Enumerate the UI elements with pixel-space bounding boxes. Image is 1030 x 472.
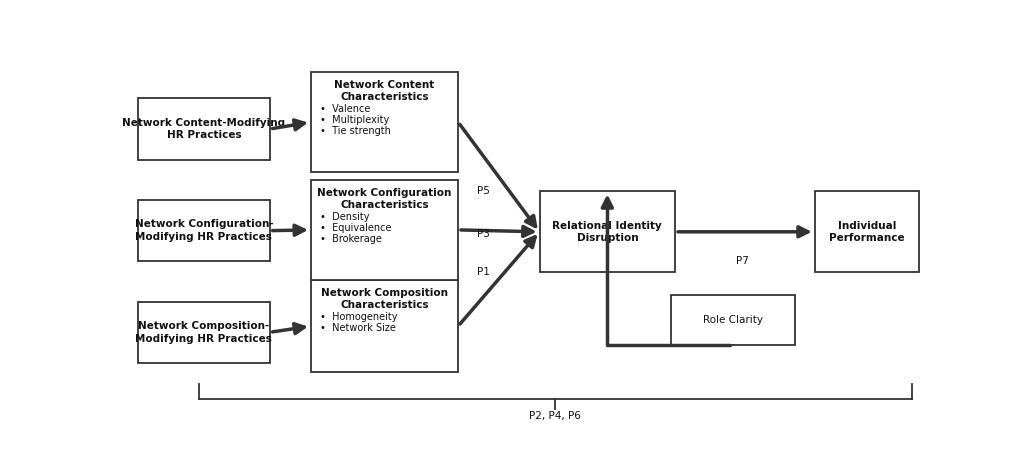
Text: •  Density: • Density [320,212,370,222]
Text: Relational Identity
Disruption: Relational Identity Disruption [552,220,662,243]
Bar [311,180,458,280]
Bar [138,302,270,363]
Bar [672,295,795,346]
Text: Network Content-Modifying
HR Practices: Network Content-Modifying HR Practices [123,118,285,140]
Text: Network Composition-
Modifying HR Practices: Network Composition- Modifying HR Practi… [136,321,272,344]
Bar [138,98,270,160]
Bar [138,200,270,261]
Text: •  Network Size: • Network Size [320,323,397,333]
Bar [815,191,919,272]
Bar [311,280,458,372]
Text: P7: P7 [735,256,749,266]
Text: P2, P4, P6: P2, P4, P6 [529,411,581,421]
Text: P3: P3 [478,229,490,239]
Text: •  Homogeneity: • Homogeneity [320,312,398,322]
Text: Role Clarity: Role Clarity [703,315,763,325]
Text: Individual
Performance: Individual Performance [829,220,904,243]
Text: •  Equivalence: • Equivalence [320,223,391,233]
Text: Network Composition
Characteristics: Network Composition Characteristics [321,287,448,310]
Text: Network Configuration
Characteristics: Network Configuration Characteristics [317,187,452,210]
Bar [540,191,675,272]
Text: P1: P1 [478,267,490,277]
Text: Network Configuration-
Modifying HR Practices: Network Configuration- Modifying HR Prac… [135,219,273,242]
Text: •  Multiplexity: • Multiplexity [320,115,389,125]
Text: Network Content
Characteristics: Network Content Characteristics [335,80,435,102]
Text: P5: P5 [478,186,490,196]
Bar [311,72,458,172]
Text: •  Tie strength: • Tie strength [320,126,391,136]
Text: •  Brokerage: • Brokerage [320,234,382,244]
Text: •  Valence: • Valence [320,104,371,114]
